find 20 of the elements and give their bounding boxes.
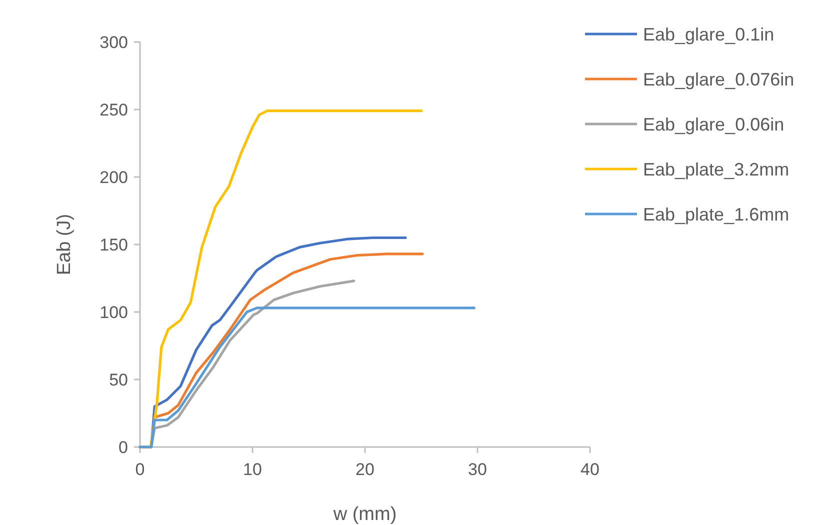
y-tick-label: 250 <box>100 100 128 120</box>
x-tick-label: 10 <box>243 460 262 479</box>
legend-label: Eab_glare_0.1in <box>643 24 774 44</box>
x-tick-label: 40 <box>580 460 600 479</box>
x-tick-label: 30 <box>468 460 487 479</box>
y-tick-label: 100 <box>100 302 128 322</box>
x-tick-label: 20 <box>356 460 374 479</box>
y-tick-label: 50 <box>109 370 128 390</box>
legend-label: Eab_plate_3.2mm <box>643 159 790 180</box>
legend-label: Eab_plate_1.6mm <box>643 204 790 224</box>
y-tick-label: 150 <box>100 235 128 254</box>
y-tick-label: 300 <box>100 32 128 52</box>
y-axis-title: Eab (J) <box>54 214 75 276</box>
legend-label: Eab_glare_0.076in <box>643 69 794 90</box>
y-tick-label: 0 <box>118 438 128 457</box>
line-series <box>138 306 476 448</box>
x-tick-label: 0 <box>135 460 145 479</box>
x-axis-title: w (mm) <box>332 504 397 525</box>
legend-label: Eab_glare_0.06in <box>643 114 784 134</box>
y-tick-label: 200 <box>100 168 128 187</box>
